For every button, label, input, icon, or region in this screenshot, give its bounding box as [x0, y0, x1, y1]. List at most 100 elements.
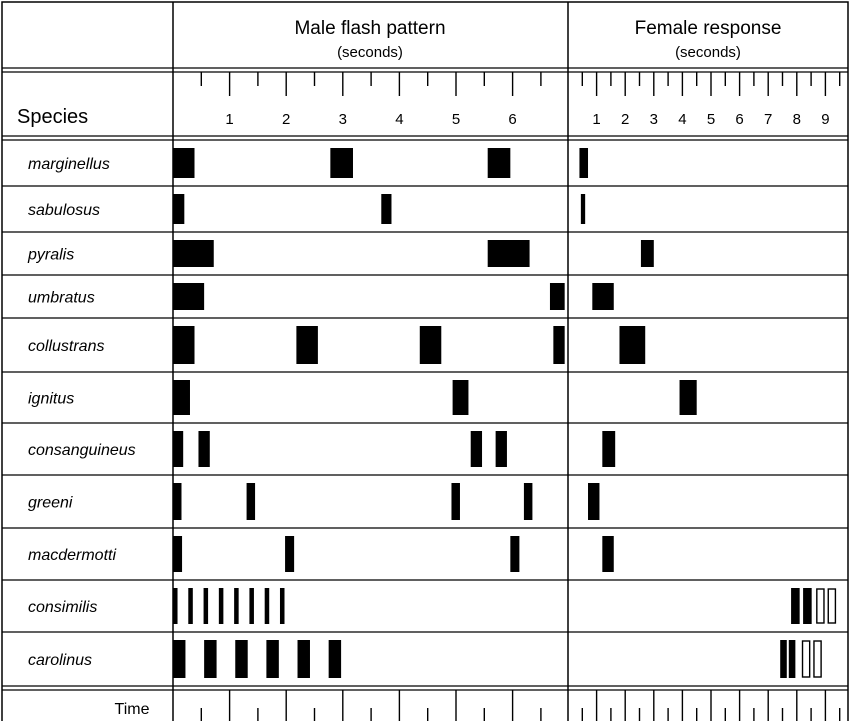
- female-flash-bar: [780, 640, 787, 678]
- male-flash-bar: [173, 536, 183, 572]
- male-flash-bar: [549, 283, 565, 310]
- female-response-subtitle: (seconds): [675, 44, 741, 61]
- male-axis-tick-label: 5: [452, 111, 460, 128]
- male-flash-bar: [188, 588, 193, 624]
- time-row-label: Time: [115, 701, 150, 718]
- female-axis-tick-label: 7: [764, 111, 772, 128]
- female-flash-bar: [602, 431, 616, 467]
- male-flash-bar: [246, 483, 256, 520]
- female-hollow-flash-bar: [813, 640, 822, 678]
- male-flash-bar: [470, 431, 483, 467]
- female-response-title: Female response: [635, 18, 782, 39]
- male-pattern-title: Male flash pattern: [294, 18, 445, 39]
- species-name: sabulosus: [28, 202, 100, 219]
- male-flash-bar: [330, 148, 353, 178]
- male-axis-tick-label: 3: [339, 111, 347, 128]
- species-name: umbratus: [28, 290, 95, 307]
- species-name: marginellus: [28, 156, 110, 173]
- male-flash-bar: [297, 640, 310, 678]
- male-axis-tick-label: 2: [282, 111, 290, 128]
- female-axis-tick-label: 1: [592, 111, 600, 128]
- male-flash-bar: [234, 588, 239, 624]
- male-flash-bar: [553, 326, 565, 364]
- species-row-greeni: greeni: [2, 474, 848, 520]
- male-flash-bar: [173, 326, 195, 364]
- female-hollow-flash-bar: [801, 640, 811, 678]
- species-row-pyralis: pyralis: [2, 231, 848, 267]
- species-name: ignitus: [28, 391, 74, 408]
- species-name: macdermotti: [28, 547, 116, 564]
- male-flash-bar: [173, 194, 185, 224]
- male-flash-bar: [249, 588, 254, 624]
- female-flash-bar: [602, 536, 614, 572]
- male-flash-bar: [173, 588, 178, 624]
- female-axis-tick-label: 9: [821, 111, 829, 128]
- male-flash-bar: [328, 640, 342, 678]
- male-flash-bar: [487, 240, 530, 267]
- species-name: consimilis: [28, 599, 97, 616]
- male-axis-tick-label: 6: [508, 111, 516, 128]
- species-row-macdermotti: macdermotti: [2, 527, 848, 572]
- species-name: greeni: [28, 495, 73, 512]
- male-flash-bar: [495, 431, 507, 467]
- male-flash-bar: [523, 483, 533, 520]
- male-flash-bar: [381, 194, 392, 224]
- male-flash-bar: [452, 380, 469, 415]
- female-flash-bar: [592, 283, 614, 310]
- male-flash-bar: [173, 640, 186, 678]
- male-flash-bar: [279, 588, 285, 624]
- female-flash-bar: [679, 380, 697, 415]
- species-name: carolinus: [28, 652, 92, 669]
- species-rows-layer: marginellus sabulosus pyralis umbratus collu…: [2, 148, 848, 678]
- male-pattern-subtitle: (seconds): [337, 44, 403, 61]
- species-row-consanguineus: consanguineus: [2, 422, 848, 467]
- species-row-consimilis: consimilis: [2, 579, 848, 624]
- female-flash-bar: [803, 588, 812, 624]
- male-axis-tick-label: 1: [225, 111, 233, 128]
- species-name: collustrans: [28, 338, 104, 355]
- axes-layer: 1 2 3 4 5 6 1 2 3 4 5 6 7 8 9: [200, 72, 841, 721]
- female-axis-tick-label: 6: [735, 111, 743, 128]
- male-flash-bar: [173, 483, 182, 520]
- female-axis-tick-label: 8: [793, 111, 801, 128]
- female-flash-bar: [788, 640, 796, 678]
- male-flash-bar: [235, 640, 248, 678]
- female-flash-bar: [580, 194, 586, 224]
- female-hollow-flash-bar: [816, 588, 825, 624]
- male-flash-bar: [218, 588, 224, 624]
- female-flash-bar: [791, 588, 800, 624]
- female-flash-bar: [579, 148, 589, 178]
- species-column-header: Species: [17, 106, 88, 128]
- male-flash-bar: [451, 483, 460, 520]
- male-flash-bar: [173, 431, 184, 467]
- female-flash-bar: [619, 326, 646, 364]
- female-axis-tick-label: 3: [650, 111, 658, 128]
- female-axis-tick-label: 5: [707, 111, 715, 128]
- male-flash-bar: [203, 588, 209, 624]
- species-row-collustrans: collustrans: [2, 317, 848, 364]
- male-flash-bar: [173, 148, 195, 178]
- male-flash-bar: [285, 536, 295, 572]
- species-row-carolinus: carolinus: [2, 631, 848, 678]
- male-axis-tick-label: 4: [395, 111, 403, 128]
- male-flash-bar: [296, 326, 318, 364]
- female-flash-bar: [640, 240, 654, 267]
- male-flash-bar: [173, 283, 205, 310]
- male-flash-bar: [264, 588, 270, 624]
- species-name: consanguineus: [28, 442, 136, 459]
- species-row-ignitus: ignitus: [2, 371, 848, 415]
- male-flash-bar: [266, 640, 279, 678]
- female-axis-tick-label: 2: [621, 111, 629, 128]
- male-flash-bar: [198, 431, 210, 467]
- male-flash-bar: [204, 640, 217, 678]
- species-row-marginellus: marginellus: [28, 148, 589, 178]
- male-flash-bar: [173, 240, 214, 267]
- species-row-umbratus: umbratus: [2, 274, 848, 310]
- male-flash-bar: [419, 326, 442, 364]
- female-hollow-flash-bar: [827, 588, 837, 624]
- male-flash-bar: [173, 380, 190, 415]
- male-flash-bar: [510, 536, 520, 572]
- species-name: pyralis: [27, 247, 74, 264]
- male-flash-bar: [487, 148, 511, 178]
